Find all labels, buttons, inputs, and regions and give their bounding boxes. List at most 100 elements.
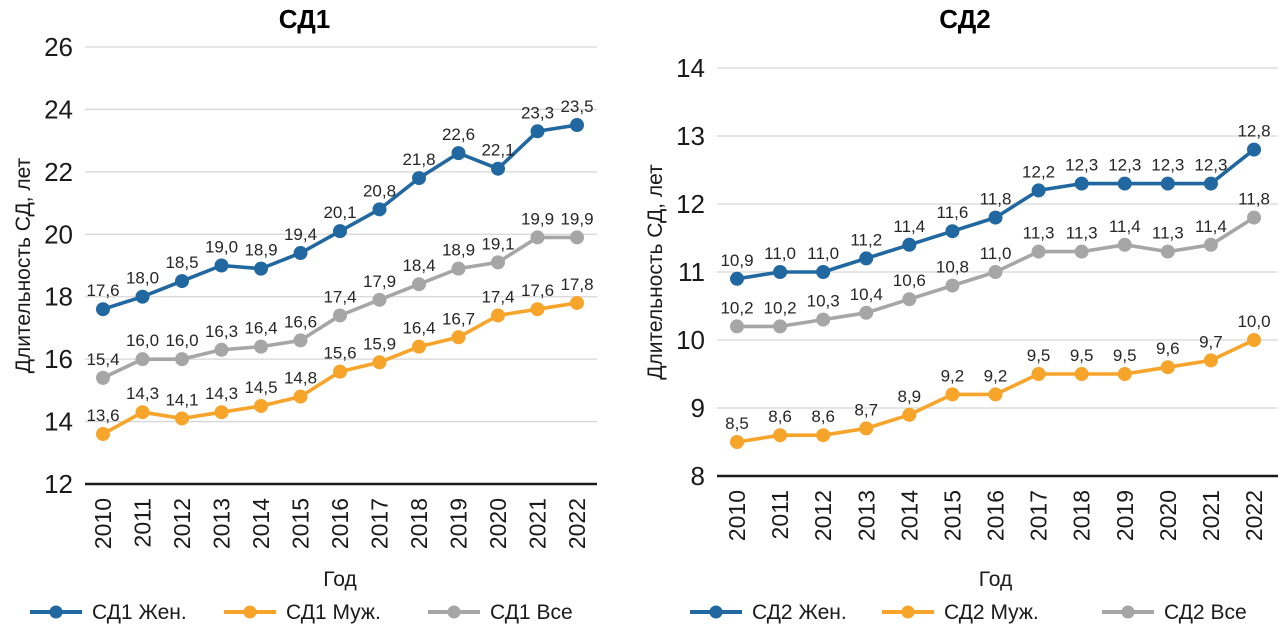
- series-2: 8,5 8,6 8,6 8,7 8,9 9,2 9,2 9,5 9,5 9,5 9,6 9,7 10,0: [725, 312, 1271, 449]
- data-point-marker: [730, 271, 744, 286]
- data-label: 11,3: [1066, 224, 1098, 243]
- data-point-marker: [333, 224, 347, 239]
- data-point-marker: [859, 251, 874, 266]
- data-point-marker: [1247, 333, 1261, 347]
- data-label: 19,4: [284, 225, 317, 244]
- data-label: 16,4: [402, 319, 435, 338]
- legend: СД1 Жен. СД1 Муж. СД1 Все: [30, 601, 573, 624]
- gridlines: 12 14 16 18 20 22 24 26: [44, 32, 597, 499]
- y-tick-label: 11: [678, 257, 705, 287]
- legend-marker-dot: [709, 605, 723, 619]
- data-point-marker: [1203, 176, 1218, 191]
- data-label: 17,6: [521, 281, 554, 300]
- legend-marker-dot: [447, 605, 461, 619]
- data-label: 16,3: [205, 322, 238, 341]
- data-point-marker: [530, 302, 545, 317]
- data-point-marker: [1160, 176, 1175, 191]
- data-label: 12,3: [1065, 156, 1098, 175]
- x-tick-label: 2013: [209, 498, 235, 549]
- data-point-marker: [730, 435, 744, 449]
- data-label: 18,9: [244, 241, 277, 260]
- y-tick-label: 16: [44, 344, 73, 374]
- data-label: 19,0: [205, 238, 238, 257]
- x-tick-label: 2020: [1155, 490, 1181, 541]
- data-point-marker: [945, 224, 960, 239]
- data-point-marker: [730, 319, 744, 334]
- x-tick-label: 2018: [406, 498, 432, 549]
- x-tick-label: 2015: [288, 498, 314, 549]
- data-point-marker: [214, 258, 229, 273]
- data-label: 23,5: [560, 97, 593, 116]
- data-label: 20,1: [323, 203, 356, 222]
- legend-label: СД1 Все: [490, 601, 573, 624]
- x-tick-label: 2015: [939, 490, 965, 541]
- data-label: 18,9: [442, 241, 475, 260]
- data-point-marker: [773, 428, 788, 443]
- data-point-marker: [988, 265, 1003, 279]
- data-label: 11,4: [1109, 217, 1141, 236]
- data-label: 11,3: [1152, 224, 1184, 243]
- legend-marker-dot: [243, 605, 257, 619]
- y-tick-label: 20: [44, 219, 73, 249]
- y-tick-label: 24: [44, 94, 73, 124]
- data-point-marker: [451, 330, 466, 345]
- data-point-marker: [1247, 210, 1261, 225]
- x-axis-title: Год: [979, 568, 1012, 591]
- x-tick-label: 2010: [724, 490, 750, 541]
- y-axis-title: Длительность СД, лет: [12, 157, 35, 373]
- data-point-marker: [412, 171, 426, 186]
- data-label: 11,4: [893, 217, 925, 236]
- data-point-marker: [570, 118, 584, 133]
- chart-title: СД1: [279, 4, 330, 34]
- data-label: 9,6: [1156, 339, 1180, 358]
- data-label: 15,4: [86, 350, 119, 369]
- x-tick-label: 2014: [248, 498, 274, 549]
- data-label: 11,4: [1195, 217, 1227, 236]
- data-label: 8,9: [898, 387, 922, 406]
- data-label: 10,6: [893, 271, 926, 290]
- data-point-marker: [1160, 244, 1175, 259]
- data-label: 11,8: [980, 190, 1012, 209]
- data-label: 17,8: [560, 275, 593, 294]
- data-label: 16,6: [284, 312, 317, 331]
- x-tick-label: 2017: [367, 498, 393, 549]
- legend-item: СД2 Все: [1102, 601, 1247, 624]
- x-tick-label: 2016: [327, 498, 353, 549]
- gridlines: 8 9 10 11 12 13 14: [676, 53, 1278, 491]
- data-label: 10,4: [850, 285, 883, 304]
- data-point-marker: [1117, 237, 1132, 252]
- y-tick-label: 13: [676, 121, 705, 151]
- data-point-marker: [945, 387, 960, 402]
- y-tick-label: 14: [676, 53, 705, 83]
- data-point-marker: [816, 265, 831, 279]
- data-point-marker: [1117, 367, 1132, 381]
- series-1: 10,9 11,0 11,0 11,2 11,4 11,6 11,8 12,2 12,3 12,3…: [720, 122, 1271, 286]
- data-point-marker: [773, 265, 788, 279]
- data-label: 16,7: [442, 309, 475, 328]
- y-tick-label: 12: [676, 189, 705, 219]
- data-point-marker: [135, 352, 150, 367]
- data-point-marker: [902, 292, 917, 307]
- y-axis-title: Длительность СД, лет: [644, 164, 667, 380]
- data-point-marker: [1031, 367, 1046, 381]
- data-point-marker: [1203, 237, 1218, 252]
- data-label: 11,0: [807, 244, 839, 263]
- x-tick-label: 2016: [983, 490, 1009, 541]
- data-point-marker: [902, 237, 917, 252]
- y-tick-label: 26: [44, 32, 73, 62]
- data-point-marker: [945, 278, 960, 293]
- y-tick-label: 8: [691, 461, 705, 491]
- data-point-marker: [1203, 353, 1218, 368]
- data-point-marker: [491, 308, 505, 323]
- data-point-marker: [175, 352, 189, 367]
- legend-item: СД1 Все: [428, 601, 573, 624]
- data-point-marker: [333, 308, 347, 323]
- data-label: 16,0: [126, 331, 159, 350]
- data-point-marker: [412, 339, 426, 354]
- legend-item: СД2 Муж.: [882, 601, 1039, 624]
- x-tick-label: 2011: [130, 498, 156, 547]
- data-label: 11,0: [764, 244, 796, 263]
- data-label: 12,3: [1108, 156, 1141, 175]
- data-point-marker: [1074, 244, 1089, 259]
